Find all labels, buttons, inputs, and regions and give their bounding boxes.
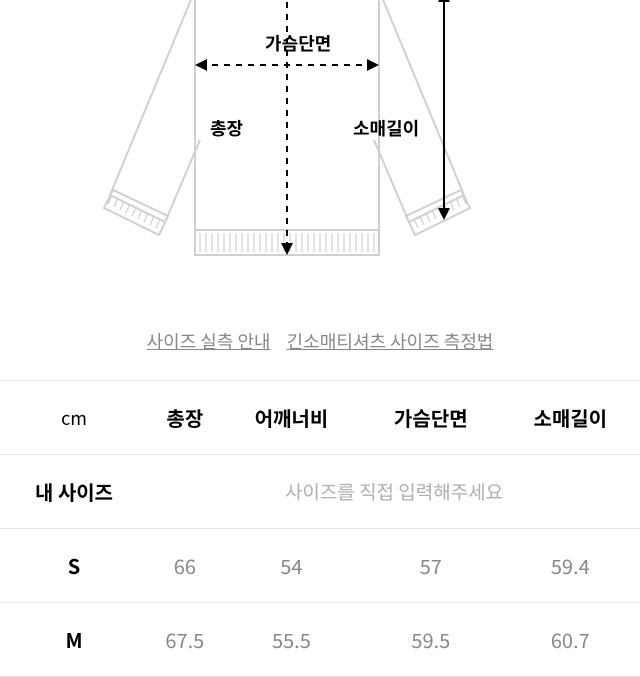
col-header: 총장: [148, 381, 222, 455]
size-label: S: [0, 529, 148, 603]
col-header: 어깨너비: [222, 381, 361, 455]
size-value: 54: [222, 529, 361, 603]
table-header-row: cm 총장 어깨너비 가슴단면 소매길이: [0, 381, 640, 455]
label-chest: 가슴단면: [265, 30, 331, 56]
my-size-label: 내 사이즈: [0, 455, 148, 529]
col-header: 가슴단면: [361, 381, 500, 455]
label-length: 총장: [210, 115, 243, 141]
size-value: 66: [148, 529, 222, 603]
size-guide-link[interactable]: 사이즈 실측 안내: [147, 328, 271, 354]
size-row-s: S 66 54 57 59.4: [0, 529, 640, 603]
measure-method-link[interactable]: 긴소매티셔츠 사이즈 측정법: [287, 328, 494, 354]
size-table: cm 총장 어깨너비 가슴단면 소매길이 내 사이즈 사이즈를 직접 입력해주세…: [0, 380, 640, 677]
size-value: 57: [361, 529, 500, 603]
size-value: 59.4: [501, 529, 640, 603]
garment-diagram: 가슴단면 총장 소매길이: [0, 0, 640, 300]
label-sleeve: 소매길이: [353, 115, 419, 141]
my-size-placeholder[interactable]: 사이즈를 직접 입력해주세요: [148, 455, 640, 529]
my-size-row[interactable]: 내 사이즈 사이즈를 직접 입력해주세요: [0, 455, 640, 529]
col-header: 소매길이: [501, 381, 640, 455]
unit-header: cm: [0, 381, 148, 455]
help-links: 사이즈 실측 안내 긴소매티셔츠 사이즈 측정법: [0, 300, 640, 380]
